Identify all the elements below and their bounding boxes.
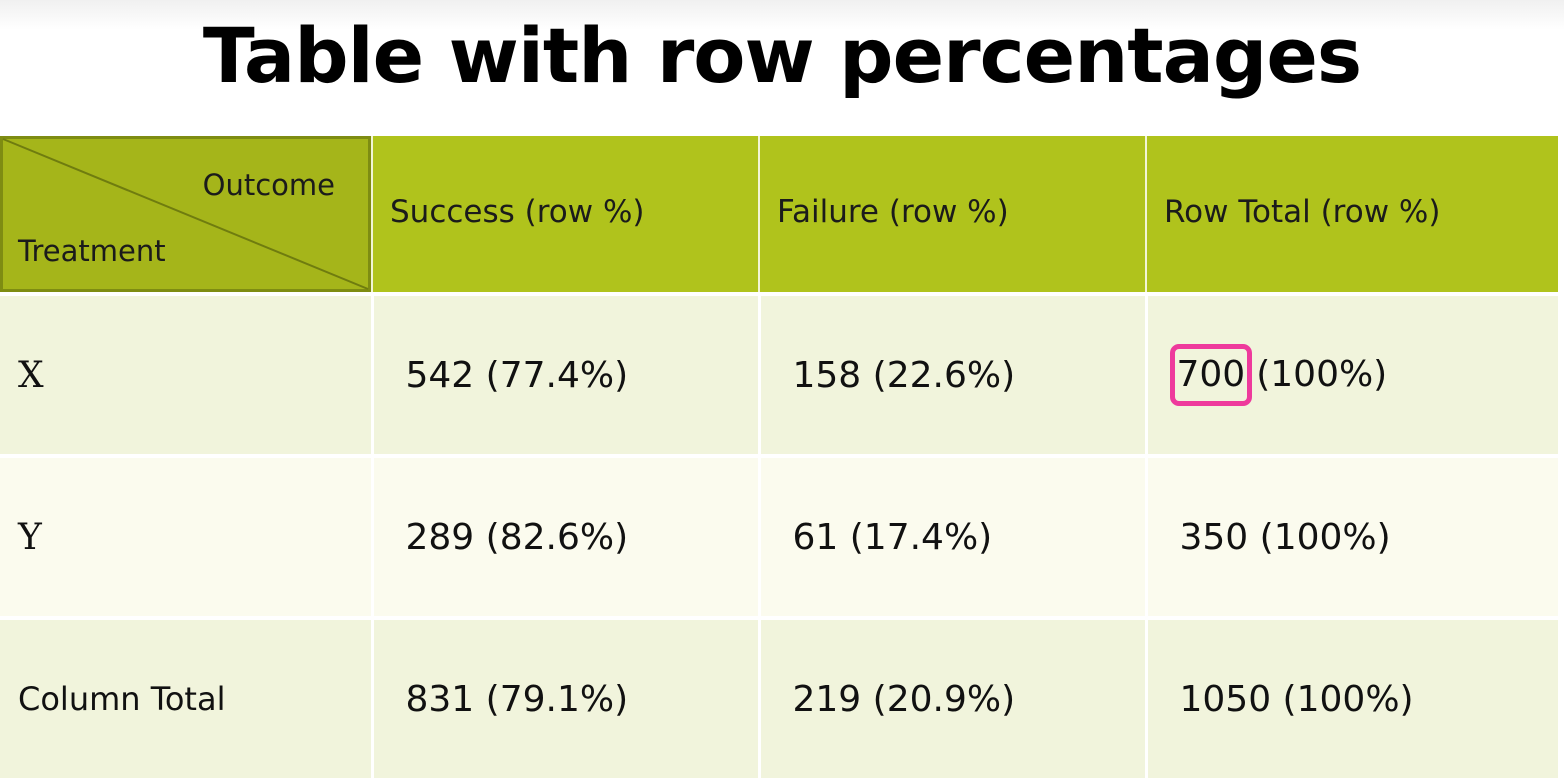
- column-header-row-total: Row Total (row %): [1146, 136, 1558, 296]
- table-cell: 289 (82.6%): [372, 456, 761, 620]
- cell-value: 158 (22.6%): [792, 354, 1016, 396]
- corner-row-header: Treatment: [18, 234, 166, 268]
- row-label: Y: [18, 516, 42, 558]
- column-header-label: Success (row %): [390, 194, 645, 230]
- column-header-label: Failure (row %): [777, 194, 1009, 230]
- crosstab-table-container: Outcome Treatment Success (row %) Failur…: [0, 136, 1558, 782]
- row-label-cell: Y: [0, 456, 374, 620]
- row-label: X: [18, 354, 44, 396]
- column-header-label: Row Total (row %): [1164, 194, 1441, 230]
- cell-value: 61 (17.4%): [792, 516, 993, 558]
- row-label-cell: Column Total: [0, 618, 374, 782]
- table-cell: 219 (20.9%): [759, 618, 1148, 782]
- table-row-column-total: Column Total 831 (79.1%) 219 (20.9%) 105…: [0, 618, 1558, 782]
- cell-value: 831 (79.1%): [405, 678, 629, 720]
- cell-value: 289 (82.6%): [405, 516, 629, 558]
- table-cell: 1050 (100%): [1146, 618, 1558, 782]
- column-header-success: Success (row %): [372, 136, 760, 296]
- row-label-cell: X: [0, 294, 374, 458]
- cell-value: 1050 (100%): [1179, 678, 1414, 720]
- row-label: Column Total: [18, 680, 226, 718]
- corner-column-header: Outcome: [202, 168, 335, 202]
- page-title: Table with row percentages: [202, 11, 1362, 100]
- table-cell: 831 (79.1%): [372, 618, 761, 782]
- table-cell: 700 (100%): [1146, 294, 1559, 458]
- cell-value: 219 (20.9%): [792, 678, 1016, 720]
- table-cell: 158 (22.6%): [759, 294, 1148, 458]
- cell-value: 350 (100%): [1179, 516, 1391, 558]
- cell-value: 542 (77.4%): [405, 354, 629, 396]
- cell-value-highlighted: 700 (100%): [1148, 344, 1559, 406]
- corner-header-cell: Outcome Treatment: [0, 136, 373, 296]
- table-row-x: X 542 (77.4%) 158 (22.6%) 700 (100%): [0, 294, 1559, 458]
- column-header-failure: Failure (row %): [759, 136, 1147, 296]
- table-row-y: Y 289 (82.6%) 61 (17.4%) 350 (100%): [0, 456, 1558, 620]
- table-header-row: Outcome Treatment Success (row %) Failur…: [0, 136, 1558, 296]
- diagonal-divider: [2, 138, 369, 290]
- table-cell: 350 (100%): [1146, 456, 1558, 620]
- table-cell: 61 (17.4%): [759, 456, 1148, 620]
- cell-value-rest: (100%): [1256, 354, 1388, 395]
- table-cell: 542 (77.4%): [372, 294, 761, 458]
- crosstab-table: Outcome Treatment Success (row %) Failur…: [0, 136, 1558, 782]
- highlight-box: 700: [1169, 344, 1253, 406]
